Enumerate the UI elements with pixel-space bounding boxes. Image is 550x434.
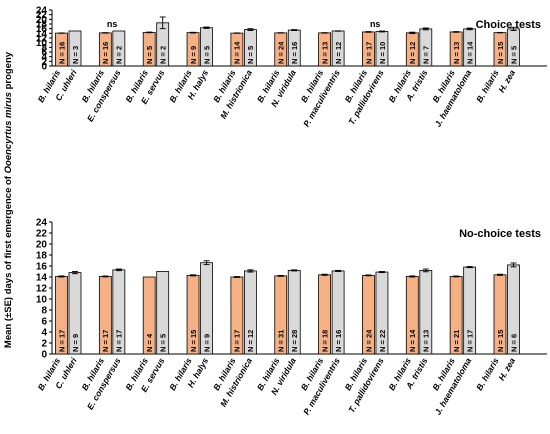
sample-size-label: N = 14: [408, 329, 417, 352]
category-label-focal: B. hilaris: [474, 68, 501, 104]
sample-size-label: N = 18: [320, 330, 329, 352]
sample-size-label: N = 7: [422, 46, 431, 64]
sample-size-label: N = 16: [57, 42, 66, 64]
sample-size-label: N = 15: [189, 330, 198, 352]
y-tick-label: 8: [41, 306, 47, 317]
sample-size-label: N = 5: [159, 334, 168, 352]
y-tick-label: 24: [36, 6, 48, 17]
sample-size-label: N = 12: [246, 330, 255, 352]
sample-size-label: N = 5: [202, 46, 211, 64]
sample-size-label: N = 2: [115, 46, 124, 64]
y-tick-label: 0: [41, 350, 47, 361]
sample-size-label: N = 17: [364, 42, 373, 64]
sample-size-label: N = 9: [202, 334, 211, 352]
y-tick-label: 12: [36, 284, 48, 295]
sample-size-label: N = 17: [101, 330, 110, 352]
sample-size-label: N = 15: [496, 330, 505, 352]
bar-other: [156, 271, 170, 355]
y-tick-label: 12: [36, 34, 48, 45]
significance-label: ns: [107, 19, 118, 29]
panel-title: No-choice tests: [459, 228, 541, 240]
sample-size-label: N = 14: [233, 41, 242, 64]
sample-size-label: N = 15: [496, 42, 505, 64]
sample-size-label: N = 13: [320, 42, 329, 64]
sample-size-label: N = 13: [422, 330, 431, 352]
y-tick-label: 10: [36, 38, 48, 49]
sample-size-label: N = 17: [233, 330, 242, 352]
sample-size-label: N = 12: [408, 42, 417, 64]
y-axis-label-part: Mean (±SE) days of first emergence of: [3, 173, 14, 348]
y-tick-label: 22: [36, 229, 48, 240]
sample-size-label: N = 24: [364, 329, 373, 352]
bar-other: [68, 30, 82, 67]
sample-size-label: N = 9: [189, 46, 198, 64]
sample-size-label: N = 12: [334, 42, 343, 64]
bar-hilaris: [142, 276, 156, 355]
sample-size-label: N = 13: [452, 42, 461, 64]
y-tick-label: 22: [36, 10, 48, 21]
sample-size-label: N = 16: [334, 330, 343, 352]
y-axis-label-part: progeny: [3, 51, 14, 92]
sample-size-label: N = 16: [290, 42, 299, 64]
sample-size-label: N = 14: [465, 41, 474, 64]
significance-label: ns: [370, 19, 381, 29]
bar-other: [112, 30, 126, 67]
y-tick-label: 6: [41, 317, 47, 328]
y-tick-label: 14: [36, 273, 48, 284]
sample-size-label: N = 2: [159, 46, 168, 64]
y-tick-label: 4: [41, 328, 47, 339]
y-tick-label: 18: [36, 20, 48, 31]
y-tick-label: 20: [36, 240, 48, 251]
sample-size-label: N = 5: [246, 46, 255, 64]
sample-size-label: N = 17: [465, 330, 474, 352]
sample-size-label: N = 17: [57, 330, 66, 352]
sample-size-label: N = 9: [71, 334, 80, 352]
sample-size-label: N = 10: [378, 42, 387, 64]
y-tick-label: 4: [41, 52, 47, 63]
y-tick-label: 6: [41, 48, 47, 59]
y-tick-label: 24: [36, 218, 48, 229]
y-axis-label-part: Ooencyrtus mirus: [3, 92, 14, 173]
category-label-host: H. zea: [496, 68, 517, 95]
y-axis-label: Mean (±SE) days of first emergence of Oo…: [3, 51, 14, 348]
sample-size-label: N = 28: [290, 330, 299, 352]
sample-size-label: N = 3: [71, 46, 80, 64]
y-tick-label: 14: [36, 29, 48, 40]
panel-title: Choice tests: [476, 19, 541, 31]
sample-size-label: N = 21: [452, 330, 461, 352]
sample-size-label: N = 5: [145, 46, 154, 64]
sample-size-label: N = 6: [509, 334, 518, 352]
y-tick-label: 2: [41, 339, 47, 350]
sample-size-label: N = 17: [115, 330, 124, 352]
y-tick-label: 0: [41, 62, 47, 73]
y-tick-label: 16: [36, 24, 48, 35]
sample-size-label: N = 31: [277, 330, 286, 352]
sample-size-label: N = 16: [101, 42, 110, 64]
sample-size-label: N = 22: [378, 330, 387, 352]
y-tick-label: 20: [36, 15, 48, 26]
y-tick-label: 10: [36, 295, 48, 306]
sample-size-label: N = 24: [277, 41, 286, 64]
y-tick-label: 16: [36, 262, 48, 273]
y-tick-label: 8: [41, 43, 47, 54]
y-tick-label: 18: [36, 251, 48, 262]
y-tick-label: 2: [41, 57, 47, 68]
category-label-host: H. zea: [496, 356, 517, 383]
category-label-focal: B. hilaris: [474, 356, 501, 392]
sample-size-label: N = 4: [145, 333, 154, 352]
sample-size-label: N = 5: [509, 46, 518, 64]
